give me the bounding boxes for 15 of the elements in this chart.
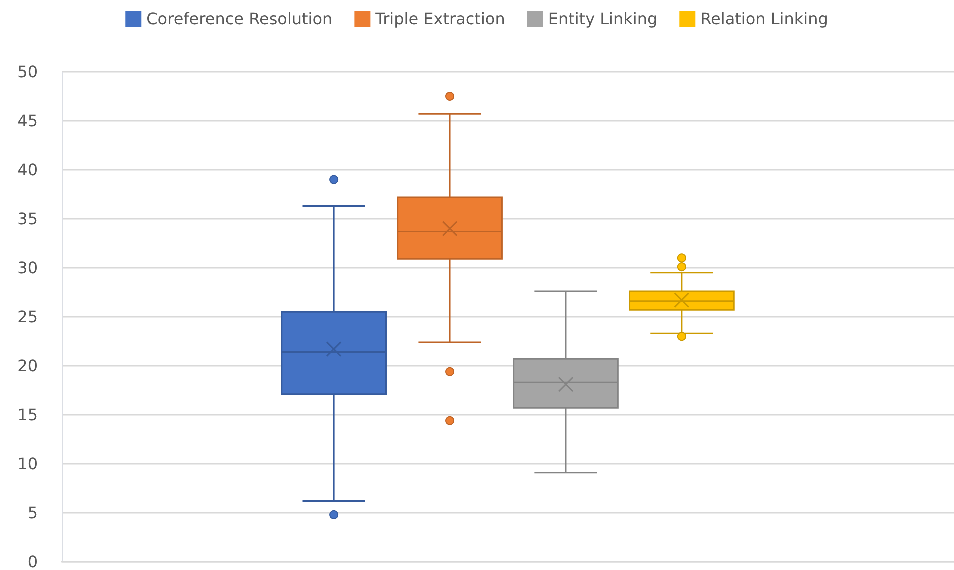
y-tick-label: 0	[28, 552, 38, 570]
y-tick-label: 25	[18, 308, 38, 326]
legend-label: Entity Linking	[548, 10, 658, 28]
y-tick-label: 45	[18, 112, 38, 130]
y-tick-label: 50	[18, 62, 38, 82]
y-tick-label: 30	[18, 258, 38, 278]
legend-label: Triple Extraction	[374, 10, 506, 28]
y-tick-label: 15	[18, 406, 38, 424]
y-tick-label: 20	[18, 356, 38, 376]
y-tick-label: 5	[28, 504, 38, 522]
y-tick-label: 10	[18, 454, 38, 474]
y-tick-label: 40	[18, 160, 38, 180]
legend-label: Coreference Resolution	[146, 10, 333, 28]
legend-label: Relation Linking	[700, 10, 828, 28]
y-tick-label: 35	[18, 210, 38, 228]
